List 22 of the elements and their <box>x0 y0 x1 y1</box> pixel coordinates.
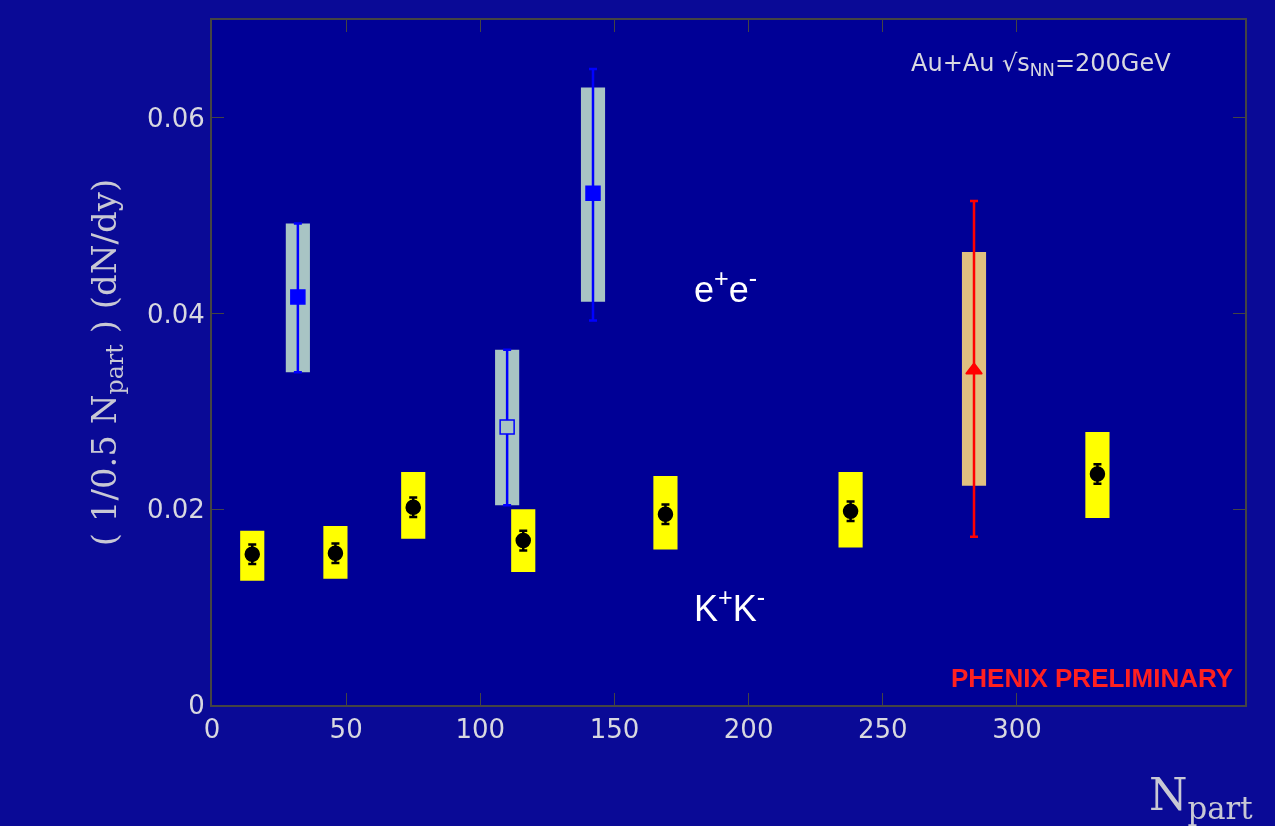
point <box>290 289 306 305</box>
y-tick-label: 0.02 <box>146 494 205 525</box>
x-tick-label: 100 <box>455 714 506 745</box>
x-tick-label: 300 <box>992 714 1042 745</box>
y-tick-label: 0.04 <box>146 298 205 329</box>
point <box>965 362 983 375</box>
x-tick-label: 150 <box>589 714 640 745</box>
y-tick-label: 0.06 <box>146 102 205 133</box>
annotation: K$^{+}$K$^{-}$ <box>694 583 766 630</box>
point <box>585 185 601 201</box>
point <box>499 419 515 435</box>
x-tick-label: 250 <box>857 714 908 745</box>
x-axis-title: N$_{part}$ <box>1149 769 1254 826</box>
annotation: PHENIX PRELIMINARY <box>951 663 1234 693</box>
x-tick-label: 50 <box>329 714 363 745</box>
annotation: e$^{+}$e$^{-}$ <box>694 264 758 311</box>
annotation: Au+Au √s$_{NN}$=200GeV <box>911 49 1172 81</box>
y-tick-label: 0 <box>188 690 205 721</box>
point <box>657 506 674 522</box>
point <box>842 503 859 519</box>
point <box>1089 466 1106 482</box>
x-tick-label: 200 <box>723 714 774 745</box>
